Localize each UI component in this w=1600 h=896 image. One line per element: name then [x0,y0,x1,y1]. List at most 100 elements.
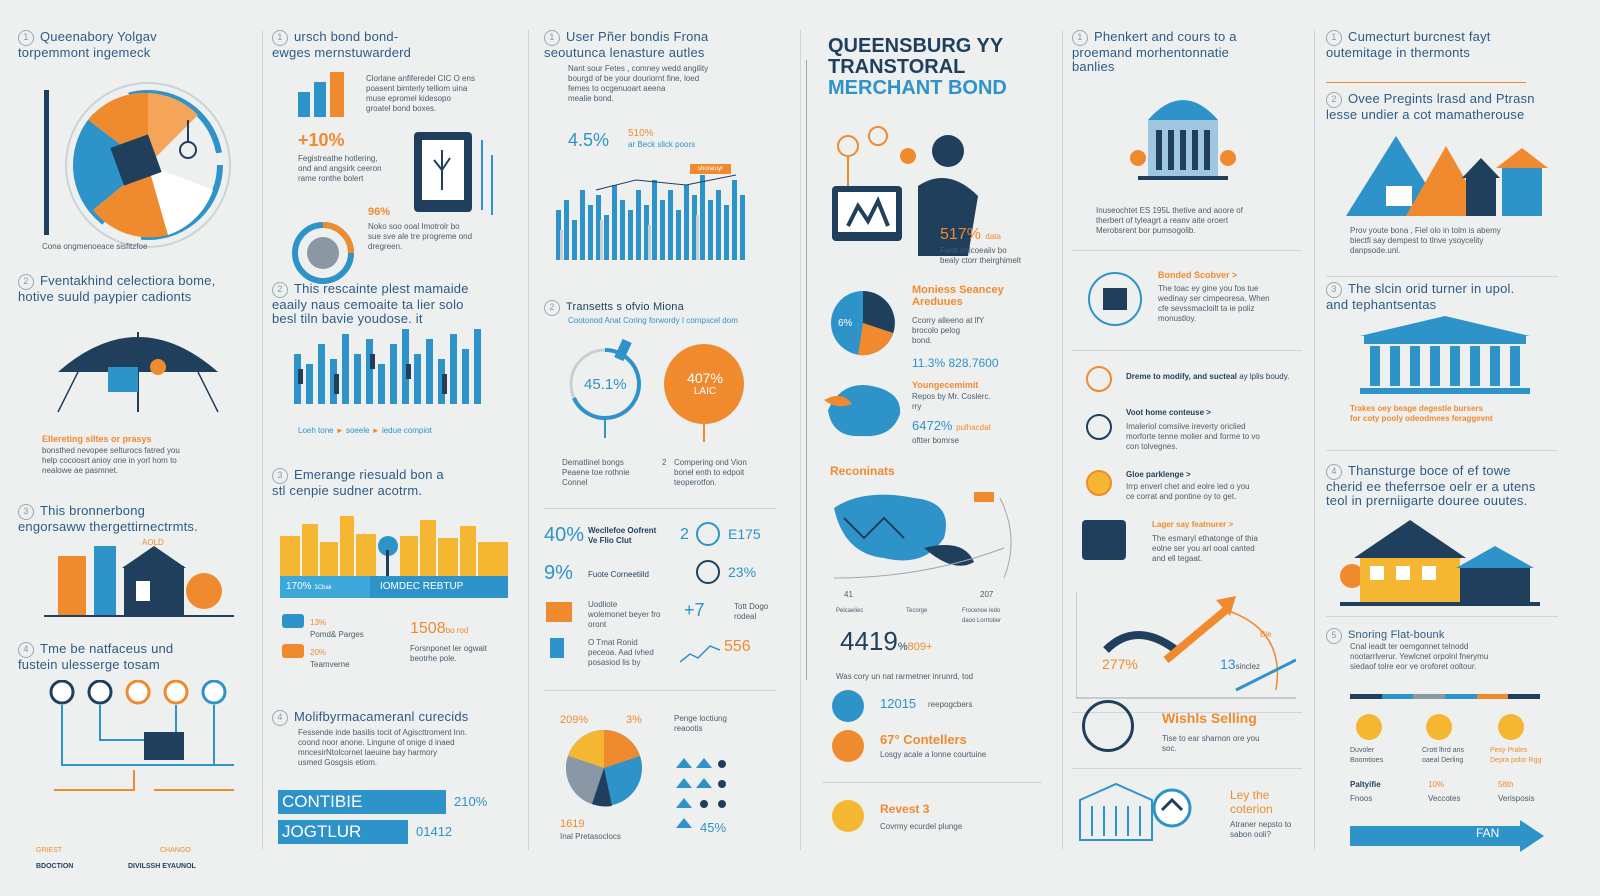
col5-chart-v1: 277% [1102,656,1138,672]
col4-s2b: Repos by Mr. Coslerc. rry [912,392,991,411]
col5-s6-b: The esmaryl ethatonge of thia eolne ser … [1152,534,1258,563]
col4-s1t: Moniess Seancey Areduues [912,284,1004,308]
col3-s3-r4v: 556 [724,638,751,655]
house-illustration [1340,520,1540,606]
column-1: 1 Queenabory Yolgav torpemmont ingemeck C… [18,30,248,870]
col2-s5-bar1v: 210% [454,794,488,809]
map-blob-icon [824,385,901,437]
col2-s4-stat3l: Forsnponet ler ogwait beotrhe pole. [410,644,487,663]
col5-s2-t: Bonded Scobver > [1158,270,1238,280]
refresh-icon [696,522,720,546]
col5-s4-b: Imaleriol comsiive ireverty oriclied mor… [1126,422,1260,451]
col3-s2-pie: 407% LAIC [687,370,723,397]
col3-s4-small: 45% [700,820,727,835]
col6-s3-title: 3 The slcin orid turner in upol. and teph… [1326,281,1515,312]
divider [1072,768,1302,769]
col2-s3-bar2: IOMDEC REBTUP [380,581,464,592]
divider [262,30,263,850]
divider [1072,712,1302,713]
divider [544,690,776,691]
col4-s1n: 11.3% 828.7600 [912,356,999,370]
growth-chart [1076,592,1296,699]
divider [1062,30,1063,850]
col2-s2-title: 2 This rescainte plest mamaide eaaily nau… [272,281,469,326]
col2-s3-banner: 170% 3Cbak IOMDEC REBTUP [280,576,508,598]
pie-chart [566,730,642,807]
magnifier-icon [1082,700,1134,752]
col2-s5-body: Fessende inde basilis tocit of Agiscttro… [298,728,467,767]
col1-s2-body: bonsthed nevopee selturocs fatred you he… [42,446,180,475]
person-icon [550,638,564,658]
col6-t3b: Verisposis [1498,794,1535,803]
col4-s2t: Youngecemimit [912,380,979,390]
houses-icon [44,546,234,617]
col6-t2: 10% [1428,780,1445,789]
arrow-banner [1350,820,1544,852]
col2-s4-stat2l: Teamverne [310,660,350,669]
col5-s4-t: Voot home conteuse > [1126,408,1211,417]
col2-s3-title: 3 Emerange riesuald bon a stl cenpie sudn… [272,467,444,498]
weather-icons [676,758,726,828]
col5-s3: Dreme to modify, and sucteal ay lplis bo… [1126,372,1290,381]
umbrella-icon [57,332,219,413]
col1-s2-title: 2 Fventakhind celectiora bome, hotive suu… [18,273,216,304]
col3-s3-r2v: 9% [544,562,573,584]
col2-s5-title: 4 Molifbyrmacameranl curecids [272,710,468,726]
wallet-icon [1426,714,1452,740]
col4-mapl2: 207 [980,590,994,599]
col6-s3-caption: Trakes oey beage degestle bursers for co… [1350,404,1493,423]
col4-pie: 6% [838,318,853,329]
col4-big: 4419%809+ [840,626,933,656]
col2-s1-stat2: 96% [368,206,391,218]
col4-s2n: 6472% pulhacdat [912,418,991,433]
col2-s4-stat2: 20% [310,648,327,657]
divider [822,782,1042,783]
tag-icon [1498,714,1524,740]
merchant-illustration [832,126,978,256]
col1-s4-title: 4 Tme be natfaceus und fustein ulesserge … [18,641,174,672]
col3-s3-r4l: O Tmat Ronid peceoa. Aad ivhed posasiod … [588,638,654,667]
timeline-line [806,60,807,680]
stat-icon-orange [832,730,864,762]
col3-s3-r3b: Tott Dogo rodeal [734,602,769,621]
page-title: QUEENSBURG YY TRANSTORAL MERCHANT BOND [828,35,1007,99]
col4-mapt: Reconinats [830,464,895,478]
col4-stat: 517% data [940,226,1001,243]
col3-s1-tag: shoratuyr [690,164,732,174]
col2-s5-bar2v: 01412 [416,824,453,839]
col3-s4-legend: Penge loctiung reaootis [674,714,727,733]
col5-s6-t: Lager say featnurer > [1152,520,1234,529]
col5-chart-v3: Ble [1260,630,1272,639]
gauge-icon [696,560,720,584]
divider [1326,616,1558,617]
col3-s4-p3l: Inal Pretasoclocs [560,832,621,841]
divider [544,508,776,509]
col5-s8-t: Ley the coterion [1230,788,1273,816]
col4-line: Was cory un nat rarmetner inrunrd, tod [836,672,974,681]
col6-i1: Duvoler Boomtioes [1350,747,1384,764]
cup-icon [282,644,304,658]
col2-s5-bar2: JOGTLUR [278,820,408,844]
col1-s4-foot2: DIVILSSH EYAUNOL [128,863,196,870]
col4-s1b: Ccorry alleeno at lfY brocolo pelog bond… [912,316,985,345]
col3-s2-title: 2 Transetts s ofvio Miona [544,300,684,316]
col5-s7-b: Tise to ear sharnon ore you soc. [1162,734,1260,753]
col4-mapc2: Tecorge [906,608,928,614]
col2-s5-bar1: CONTIBIE [278,790,446,814]
flow-diagram [49,680,234,791]
column-2: 1 ursch bond bond- ewges mernstuwarderd C… [272,30,512,844]
calendar-icon [1088,272,1142,326]
divider [1314,30,1315,850]
clock-icon [1356,714,1382,740]
search-icon [1086,414,1112,440]
col6-s5-title: 5 Snoring Flat-bounk [1326,628,1445,644]
col4-i2l: Losgy acale a lonne courtuine [880,750,987,759]
col6-t2b: Veccotes [1428,794,1461,803]
bar-icon [298,72,344,117]
col2-s1-body: Clorlane anfiferedel CIC O ens poasent b… [366,74,475,113]
col6-s4-title: 4 Thansturge boce of ef towe cherid ee th… [1326,463,1536,508]
orange-circle-chart [664,344,744,442]
col3-s3-r3v: +7 [684,600,705,620]
col1-s1-caption: Cona ongmenoeace sisfitzfoe [42,242,148,251]
candle-chart [294,329,481,404]
